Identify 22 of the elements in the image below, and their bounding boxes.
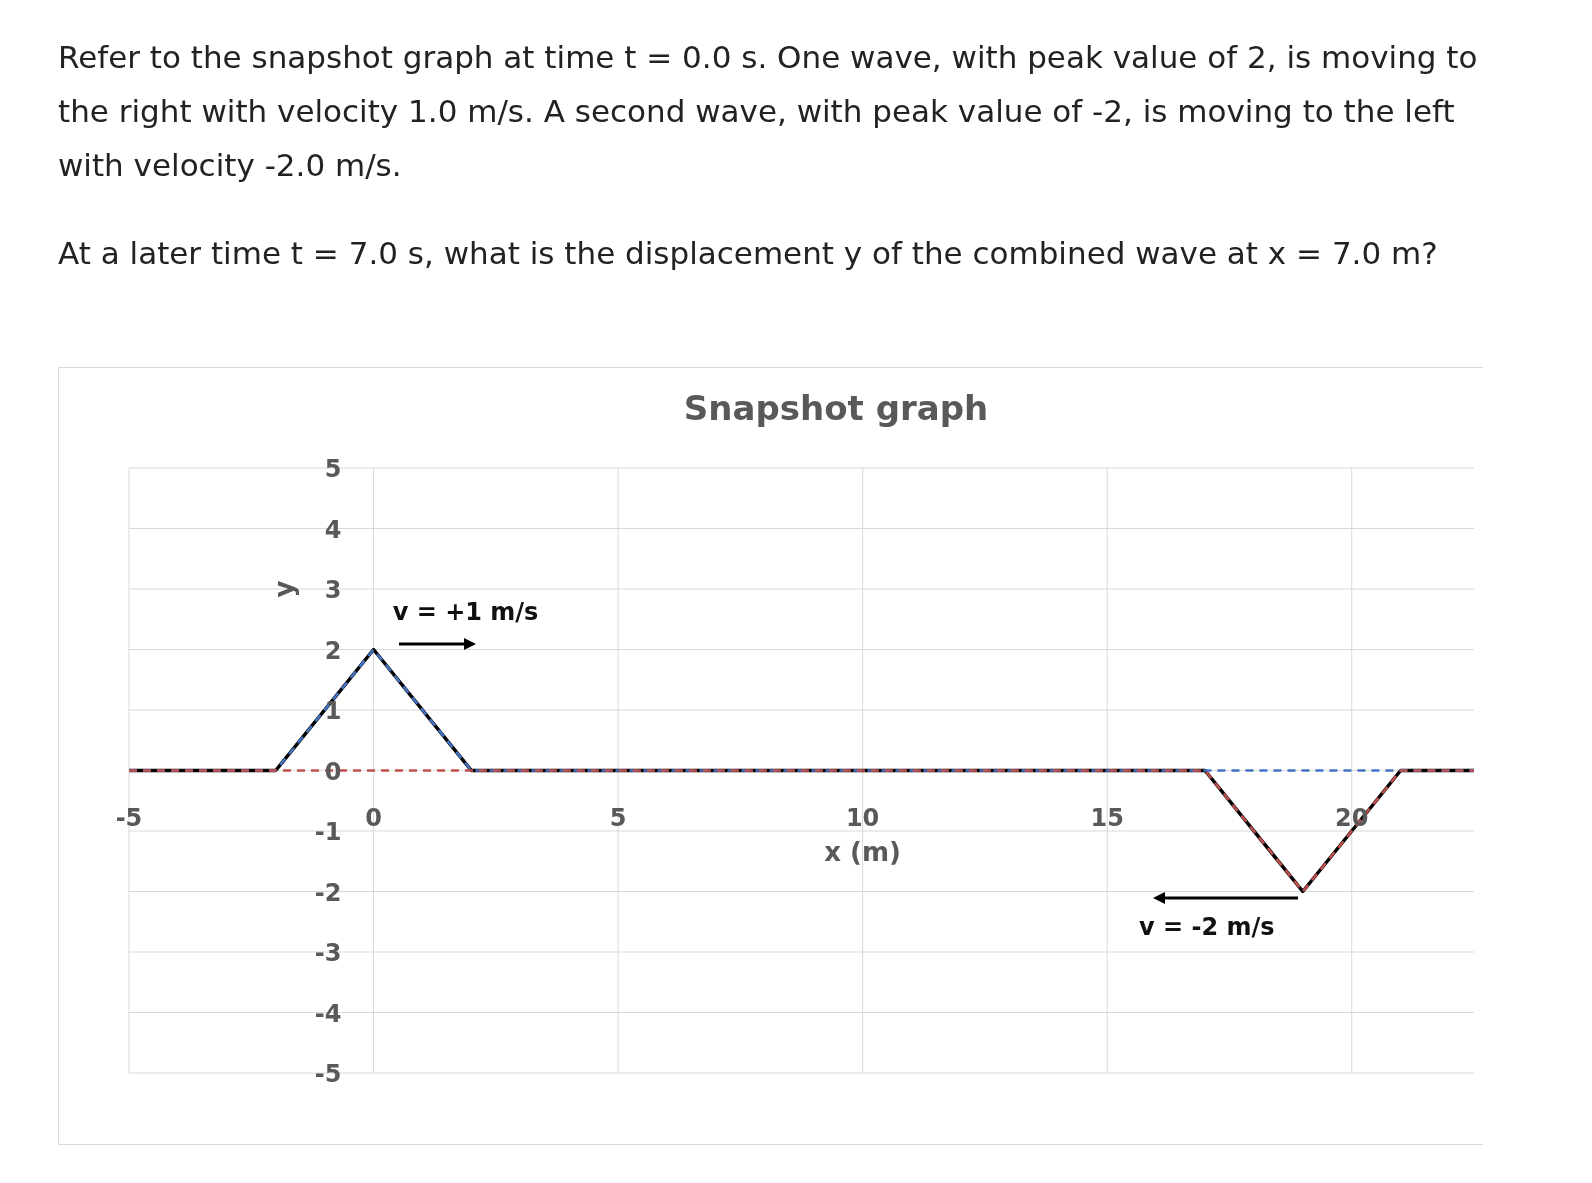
chart-title: Snapshot graph bbox=[682, 388, 990, 428]
y-tick-label: 4 bbox=[324, 515, 342, 544]
y-tick-label: -5 bbox=[314, 1060, 342, 1088]
annotation: v = +1 m/s bbox=[391, 597, 540, 626]
y-tick-label: -1 bbox=[314, 818, 342, 846]
x-tick-label: 10 bbox=[845, 803, 880, 832]
y-tick-label: 2 bbox=[324, 636, 342, 665]
y-tick-label: -2 bbox=[314, 878, 342, 907]
x-tick-label: 15 bbox=[1090, 803, 1124, 832]
x-tick-label: -5 bbox=[115, 803, 143, 832]
annotation: v = -2 m/s bbox=[1138, 912, 1276, 941]
chart-subtitle: Refer to the snapshot graph at time t = 0.0 s. One wave, with peak value of 2, is moving to the right with velocity 1.0 m/s. A second wave, with peak value of -2, is moving to the left with velocity -2.0 m/s. bbox=[58, 38, 1478, 185]
x-axis-title: x (m) bbox=[823, 836, 902, 867]
y-tick-label: 3 bbox=[324, 576, 342, 604]
text: At a later time t = 7.0 s, what is the displacement y of the combined wave at x = 7.0 m? bbox=[58, 234, 1439, 273]
y-tick-label: 1 bbox=[324, 697, 342, 725]
x-tick-label: 5 bbox=[609, 803, 627, 832]
y-tick-label: -3 bbox=[314, 939, 342, 967]
x-tick-label: 0 bbox=[365, 803, 382, 832]
y-tick-label: 5 bbox=[324, 455, 342, 483]
y-axis-title: y bbox=[267, 579, 300, 600]
y-tick-label: -4 bbox=[314, 999, 342, 1028]
